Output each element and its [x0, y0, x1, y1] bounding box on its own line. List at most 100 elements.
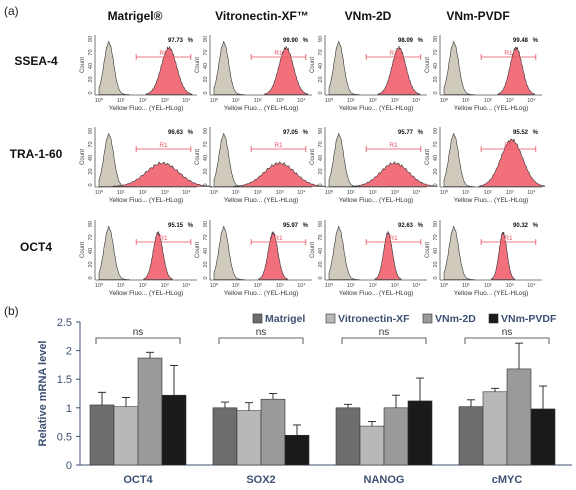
histogram-y-tick-label: 0 [203, 183, 209, 186]
bar [383, 407, 409, 466]
histogram-x-tick-label: 10¹ [347, 190, 355, 196]
histogram-x-tick-label: 10⁰ [95, 189, 104, 196]
histogram-y-tick-label: 20 [433, 261, 439, 267]
histogram-y-label: Count [80, 149, 86, 165]
bar [482, 391, 508, 466]
histogram-x-tick-label: 10³ [276, 190, 284, 196]
isotype-peak [98, 225, 130, 280]
histogram-x-label: Yellow Fluo... (YEL-HLog) [454, 197, 529, 204]
histogram-y-tick-label: 20 [318, 261, 324, 267]
bar [335, 407, 361, 466]
bar [407, 400, 433, 466]
isotype-peak [213, 40, 245, 95]
histogram-y-tick-label: 20 [203, 261, 209, 267]
histogram-y-tick-label: 70 [203, 141, 209, 147]
histogram-y-tick-label: 20 [433, 168, 439, 174]
isotype-peak [98, 40, 130, 95]
histogram-y-tick-label: 90 [203, 221, 209, 227]
bar-y-tick-label: 2.5 [57, 317, 72, 329]
histogram-y-tick-label: 70 [433, 49, 439, 55]
isotype-peak [213, 132, 245, 187]
significance-bracket [464, 337, 550, 345]
histogram-x-tick-label: 10³ [161, 190, 169, 196]
histogram-x-label: Yellow Fluo... (YEL-HLog) [109, 105, 184, 112]
marker-positive-peak [478, 138, 545, 187]
histogram-y-tick-label: 70 [88, 141, 94, 147]
histogram-y-label: Count [425, 149, 431, 165]
percent-positive-label: 95.77 [398, 130, 414, 136]
histogram-x-tick-label: 10³ [391, 283, 399, 289]
marker-positive-peak [264, 45, 309, 95]
histogram-x-tick-label: 10⁰ [95, 97, 104, 104]
marker-positive-peak [258, 231, 288, 280]
histogram-y-tick-label: 90 [318, 128, 324, 134]
histogram-y-tick-label: 40 [318, 63, 324, 69]
histogram-x-tick-label: 10⁰ [95, 282, 104, 289]
row-header: OCT4 [20, 240, 52, 254]
significance-bracket [218, 337, 304, 345]
histogram-x-label: Yellow Fluo... (YEL-HLog) [109, 197, 184, 204]
histogram-y-tick-label: 0 [433, 91, 439, 94]
histogram-y-tick-label: 20 [318, 76, 324, 82]
percent-positive-label: 98.09 [398, 38, 414, 44]
legend-swatch [252, 313, 263, 324]
percent-positive-label: 97.73 [168, 38, 184, 44]
histogram-x-tick-label: 10² [139, 98, 147, 104]
histogram-y-label: Count [80, 57, 86, 73]
histogram-y-tick-label: 90 [433, 128, 439, 134]
column-header: VNm-2D [345, 9, 392, 23]
histogram-y-tick-label: 40 [433, 248, 439, 254]
bar [137, 357, 163, 466]
gate-label: R1 [504, 235, 513, 242]
histogram-y-label: Count [80, 242, 86, 258]
panel-b-label: (b) [4, 304, 19, 318]
gate-label: R1 [389, 142, 398, 149]
gate-label: R1 [274, 235, 283, 242]
histogram-y-tick-label: 90 [433, 221, 439, 227]
histogram-y-tick-label: 70 [318, 234, 324, 240]
histogram-y-tick-label: 0 [433, 183, 439, 186]
marker-positive-peak [145, 45, 193, 95]
histogram-x-tick-label: 10⁴ [412, 189, 421, 196]
histogram-x-label: Yellow Fluo... (YEL-HLog) [224, 290, 299, 297]
percent-unit: % [418, 38, 424, 44]
histogram-x-tick-label: 10¹ [462, 98, 470, 104]
bar [212, 407, 238, 466]
histogram-x-tick-label: 10³ [276, 283, 284, 289]
gate-label: R1 [159, 235, 168, 242]
isotype-peak [443, 40, 475, 95]
isotype-peak [213, 225, 245, 280]
row-header: TRA-1-60 [10, 147, 63, 161]
bar [260, 398, 286, 466]
percent-unit: % [303, 130, 309, 136]
histogram-y-tick-label: 90 [88, 128, 94, 134]
histogram-x-label: Yellow Fluo... (YEL-HLog) [339, 197, 414, 204]
histogram-x-tick-label: 10³ [506, 190, 514, 196]
significance-bracket [95, 337, 181, 345]
histogram-y-tick-label: 70 [88, 49, 94, 55]
histogram-x-tick-label: 10² [254, 283, 262, 289]
histogram-x-tick-label: 10⁴ [297, 282, 306, 289]
histogram-x-tick-label: 10³ [161, 98, 169, 104]
legend-swatch [325, 313, 336, 324]
significance-label: ns [133, 327, 144, 338]
column-header: Matrigel® [108, 9, 163, 23]
bar [89, 404, 115, 466]
histogram-y-tick-label: 70 [88, 234, 94, 240]
histogram-x-tick-label: 10¹ [117, 283, 125, 289]
panel-a-label: (a) [4, 4, 19, 18]
gate-label: R1 [159, 50, 168, 57]
bar-y-tick-label: 2 [66, 346, 72, 358]
percent-unit: % [303, 223, 309, 229]
histogram-x-tick-label: 10⁴ [527, 97, 536, 104]
percent-unit: % [533, 130, 539, 136]
percent-positive-label: 99.90 [283, 38, 299, 44]
histogram-y-tick-label: 0 [318, 91, 324, 94]
bar [359, 425, 385, 466]
histogram-x-tick-label: 10⁴ [182, 189, 191, 196]
histogram-y-tick-label: 40 [433, 63, 439, 69]
